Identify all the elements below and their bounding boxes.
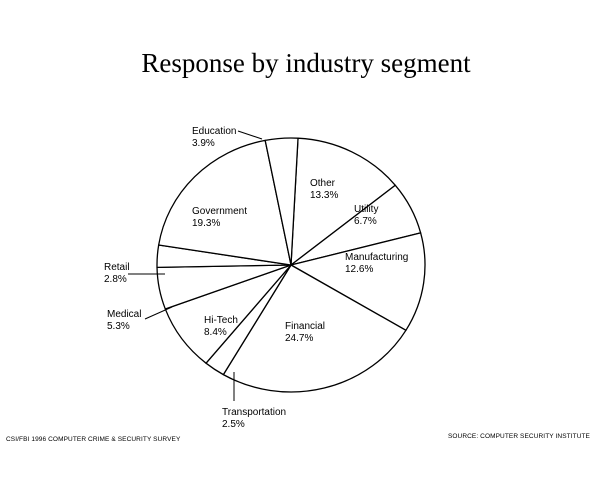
slice-value-other: 13.3% [310, 190, 338, 201]
slice-label-hi-tech: Hi-Tech [204, 315, 238, 326]
slice-label-medical: Medical [107, 309, 141, 320]
leader-line-education [237, 130, 263, 140]
slice-value-medical: 5.3% [107, 321, 130, 332]
pie-slice-government [158, 139, 292, 266]
footer-right: SOURCE: COMPUTER SECURITY INSTITUTE [448, 433, 591, 440]
pie-slice-financial [222, 264, 407, 393]
slice-label-government: Government [192, 206, 247, 217]
slice-value-transportation: 2.5% [222, 419, 245, 430]
slice-label-manufacturing: Manufacturing [345, 252, 408, 263]
pie-slice-education [264, 137, 299, 266]
slice-value-utility: 6.7% [354, 216, 377, 227]
chart-title: Response by industry segment [141, 48, 471, 78]
slice-value-financial: 24.7% [285, 333, 313, 344]
slice-value-government: 19.3% [192, 218, 220, 229]
slice-label-retail: Retail [104, 262, 130, 273]
slice-label-other: Other [310, 178, 336, 189]
leader-line-medical [144, 306, 173, 320]
slice-value-manufacturing: 12.6% [345, 264, 373, 275]
slice-value-hi-tech: 8.4% [204, 327, 227, 338]
slice-value-education: 3.9% [192, 138, 215, 149]
slice-label-education: Education [192, 126, 236, 137]
pie-slices [156, 137, 426, 393]
slice-value-retail: 2.8% [104, 274, 127, 285]
footer-left: CSI/FBI 1996 COMPUTER CRIME & SECURITY S… [6, 436, 181, 443]
slice-label-financial: Financial [285, 321, 325, 332]
slice-label-utility: Utility [354, 204, 378, 215]
leader-lines [128, 130, 263, 401]
pie-slice-other [290, 137, 396, 266]
pie-slice-manufacturing [290, 232, 426, 331]
slice-label-transportation: Transportation [222, 407, 286, 418]
